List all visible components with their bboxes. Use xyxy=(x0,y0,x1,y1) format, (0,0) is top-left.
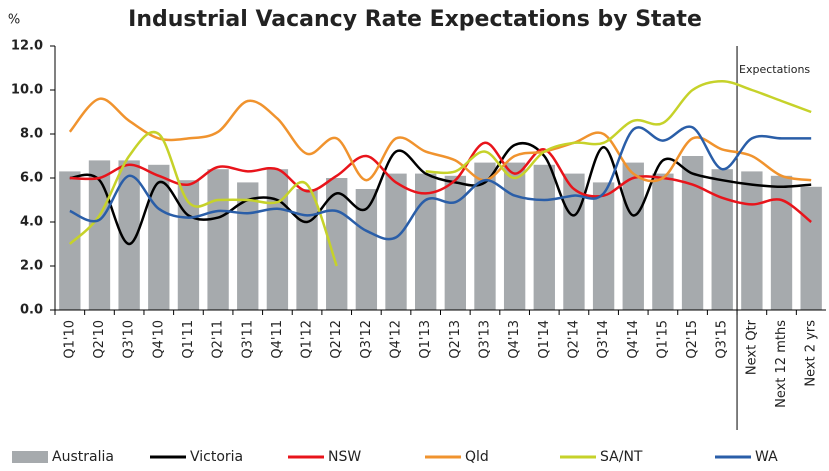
x-tick-label: Q2'13 xyxy=(448,320,463,359)
bar xyxy=(385,173,407,310)
bar xyxy=(622,162,644,310)
bar xyxy=(207,169,229,310)
x-tick-label: Q2'14 xyxy=(566,320,581,359)
bar xyxy=(444,175,467,310)
bar xyxy=(177,180,200,310)
bar xyxy=(237,182,259,310)
x-tick-label: Q2'15 xyxy=(685,320,700,359)
bar xyxy=(296,189,318,310)
x-tick-label: Q1'14 xyxy=(537,320,552,359)
line-series xyxy=(69,141,812,246)
y-tick-label: 0.0 xyxy=(20,303,43,318)
x-tick-label: Q4'11 xyxy=(270,320,285,359)
legend-swatch xyxy=(12,451,48,463)
y-tick-label: 6.0 xyxy=(20,171,43,186)
bar xyxy=(741,171,763,310)
bar xyxy=(592,182,615,310)
chart-title: Industrial Vacancy Rate Expectations by … xyxy=(128,7,702,32)
x-tick-label: Next 12 mths xyxy=(774,320,789,408)
y-tick-label: 2.0 xyxy=(20,259,43,274)
x-tick-label: Next Qtr xyxy=(744,319,759,375)
bar xyxy=(711,169,733,310)
x-tick-label: Q2'10 xyxy=(92,320,107,359)
x-tick-label: Q4'10 xyxy=(151,320,166,359)
annotation: Expectations xyxy=(739,63,810,76)
legend-label: Victoria xyxy=(190,449,243,465)
x-tick-label: Q2'11 xyxy=(211,320,226,359)
x-tick-label: Q3'15 xyxy=(715,320,730,359)
y-unit-label: % xyxy=(8,13,20,28)
bar xyxy=(533,164,555,310)
x-tick-label: Q3'12 xyxy=(359,320,374,359)
y-tick-label: 8.0 xyxy=(20,127,43,142)
bar xyxy=(681,156,704,310)
bar xyxy=(266,169,289,310)
x-tick-label: Q1'10 xyxy=(62,320,77,359)
x-tick-label: Q1'15 xyxy=(655,320,670,359)
line-series xyxy=(68,97,812,183)
legend-label: WA xyxy=(755,449,778,465)
bar xyxy=(414,173,437,310)
x-tick-label: Q4'13 xyxy=(507,320,522,359)
y-tick-label: 4.0 xyxy=(20,215,43,230)
x-tick-label: Q3'11 xyxy=(240,320,255,359)
legend-label: SA/NT xyxy=(600,449,643,465)
bar xyxy=(800,186,822,310)
x-tick-label: Q1'11 xyxy=(181,320,196,359)
line-series xyxy=(69,125,812,241)
y-tick-label: 12.0 xyxy=(11,39,43,54)
x-tick-label: Q3'10 xyxy=(122,320,137,359)
line-series xyxy=(69,141,812,224)
x-tick-label: Q1'13 xyxy=(418,320,433,359)
bar xyxy=(770,175,793,310)
x-tick-label: Q2'12 xyxy=(329,320,344,359)
bar xyxy=(503,162,526,310)
line-series xyxy=(68,79,812,267)
bar xyxy=(118,160,140,310)
legend-label: Qld xyxy=(465,449,489,465)
x-tick-label: Q4'12 xyxy=(389,320,404,359)
x-tick-label: Q3'14 xyxy=(596,320,611,359)
bar xyxy=(474,162,496,310)
bar xyxy=(59,171,81,310)
legend-label: Australia xyxy=(52,449,114,465)
x-tick-label: Next 2 yrs xyxy=(804,320,819,387)
x-tick-label: Q4'14 xyxy=(626,320,641,359)
y-tick-label: 10.0 xyxy=(11,83,43,98)
legend-label: NSW xyxy=(328,449,361,465)
x-tick-label: Q1'12 xyxy=(300,320,315,359)
x-tick-label: Q3'13 xyxy=(477,320,492,359)
bar xyxy=(652,173,674,310)
bar xyxy=(88,160,111,310)
bar xyxy=(355,189,378,310)
